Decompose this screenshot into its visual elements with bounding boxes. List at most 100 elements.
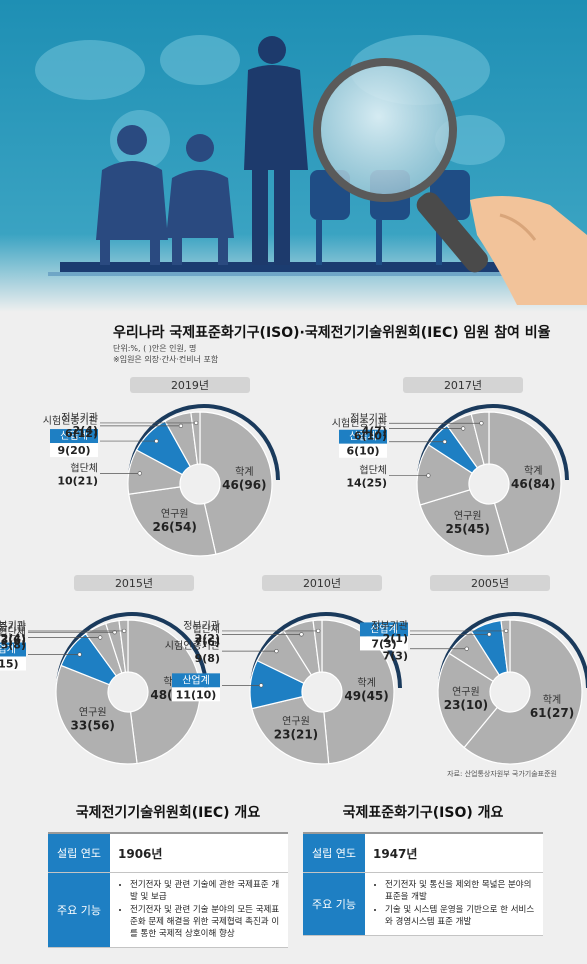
pie-slice-학계	[463, 619, 583, 765]
slice-value: 2(1)	[383, 632, 408, 645]
leader-dot	[299, 632, 304, 637]
industry-label-box	[0, 642, 26, 657]
year-label: 2015년	[115, 577, 153, 590]
pie-hole	[181, 465, 219, 503]
slice-label: 정부기관	[183, 620, 220, 632]
iso-func-row: 주요 기능 전기전자 및 통신을 제외한 목넓은 분야의 표준을 개발 기술 및…	[303, 873, 543, 936]
slice-value: 23(10)	[444, 698, 488, 712]
iec-year-row: 설립 연도 1906년	[48, 834, 288, 873]
slice-value: 46(84)	[511, 477, 555, 491]
leader-dot	[461, 426, 466, 431]
slice-value: 6(10)	[346, 445, 379, 458]
year-label: 2019년	[171, 379, 209, 392]
slice-value: 9(20)	[57, 444, 90, 457]
slice-label: 정부기관	[61, 412, 98, 424]
slice-value: 61(27)	[530, 706, 574, 720]
leader-dot	[178, 423, 184, 428]
pie-slice-연구원	[128, 486, 217, 557]
pie-slice-학계	[199, 411, 273, 555]
slice-value: 7(3)	[383, 650, 408, 663]
slice-value: 7(3)	[371, 637, 396, 650]
leader-dot	[316, 628, 321, 634]
pie-slice-정부기관	[470, 411, 490, 466]
slice-value: 5(8)	[1, 638, 26, 651]
year-box	[262, 575, 382, 591]
iso-function-item: 전기전자 및 통신을 제외한 목넓은 분야의 표준을 개발	[385, 879, 535, 903]
leader-dot	[504, 628, 509, 634]
slice-value: 7(6)	[195, 635, 220, 648]
leader-dot	[487, 632, 492, 637]
slice-label: 협단체	[359, 463, 387, 476]
pie-slice-연구원	[419, 489, 510, 557]
slice-label: 연구원	[282, 715, 310, 727]
pie-chart-2005년: 2005년학계61(27)연구원23(10)협단체7(3)산업계7(3)정부기관…	[360, 575, 587, 765]
iso-title: 국제표준화기구(ISO) 개요	[303, 798, 543, 834]
slice-value: 2(4)	[73, 424, 98, 437]
hero-illustration	[0, 0, 587, 312]
slice-value: 6(12)	[65, 427, 98, 440]
slice-label: 연구원	[79, 706, 107, 718]
slice-value: 3(6)	[1, 633, 26, 646]
slice-label: 정부기관	[371, 620, 408, 632]
standing-man	[244, 36, 308, 265]
slice-value: 49(45)	[344, 689, 388, 703]
leader-dot	[137, 471, 142, 476]
pie-hole	[109, 673, 147, 711]
pie-chart-2017년: 2017년학계46(84)연구원25(45)협단체14(25)산업계6(10)시…	[332, 377, 569, 557]
unit-note: 단위:%, ( )안은 인원, 명	[113, 343, 196, 353]
year-label: 2005년	[471, 577, 509, 590]
pie-hole	[303, 673, 341, 711]
year-box	[403, 377, 523, 393]
pie-slice-정부기관	[118, 619, 129, 673]
slice-label: 시험인증기관	[43, 415, 98, 427]
leader-dot	[194, 420, 199, 426]
pie-slice-학계	[127, 619, 201, 765]
slice-label: 학계	[524, 465, 542, 477]
industry-label-box	[50, 429, 98, 444]
slice-value: 6(10)	[354, 430, 387, 443]
iso-year-key: 설립 연도	[303, 834, 365, 872]
slice-label: 연구원	[452, 686, 480, 698]
seated-person-2	[166, 134, 234, 265]
industry-label-box	[172, 673, 220, 688]
industry-value-box	[360, 636, 408, 651]
chart-title: 우리나라 국제표준화기구(ISO)·국제전기기술위원회(IEC) 임원 참여 비…	[113, 324, 551, 341]
slice-value: 2(2)	[195, 632, 220, 645]
footnote: ※임원은 의장·간사·컨비너 포함	[113, 354, 219, 364]
slice-label: 산업계	[182, 673, 210, 686]
info-section: 국제전기기술위원회(IEC) 개요 설립 연도 1906년 주요 기능 전기전자…	[0, 790, 587, 964]
magnifier-icon	[313, 58, 488, 273]
slice-value: 23(21)	[274, 727, 318, 741]
slice-value: 26(54)	[152, 520, 196, 534]
leader-dot	[154, 438, 159, 444]
industry-value-box	[172, 687, 220, 702]
iec-function-item: 전기전자 및 관련 기술 분야의 모든 국제표준화 문제 해결을 위한 국제협력…	[130, 904, 280, 940]
year-label: 2010년	[303, 577, 341, 590]
iec-year-val: 1906년	[110, 834, 288, 872]
slice-value: 25(45)	[446, 522, 490, 536]
hand	[470, 196, 587, 305]
industry-label-box	[360, 622, 408, 637]
meeting-table	[48, 262, 542, 276]
industry-value-box	[0, 656, 26, 671]
leader-dot	[98, 635, 103, 640]
year-box	[130, 377, 250, 393]
seated-person-1	[96, 125, 168, 265]
industry-value-box	[50, 443, 98, 458]
slice-value: 14(25)	[346, 476, 387, 489]
iec-overview: 국제전기기술위원회(IEC) 개요 설립 연도 1906년 주요 기능 전기전자…	[48, 798, 288, 948]
slice-label: 시험인증기관	[0, 621, 26, 633]
slice-value: 9(8)	[195, 652, 220, 665]
year-label: 2017년	[444, 379, 482, 392]
pie-hole	[470, 465, 508, 503]
slice-label: 학계	[543, 694, 561, 706]
leader-dot	[274, 649, 279, 654]
iec-year-key: 설립 연도	[48, 834, 110, 872]
pie-hole	[491, 673, 529, 711]
pie-slice-정부기관	[190, 411, 201, 465]
slice-label: 연구원	[454, 510, 482, 522]
iso-year-val: 1947년	[365, 834, 543, 872]
iso-year-row: 설립 연도 1947년	[303, 834, 543, 873]
leader-dot	[426, 473, 431, 478]
